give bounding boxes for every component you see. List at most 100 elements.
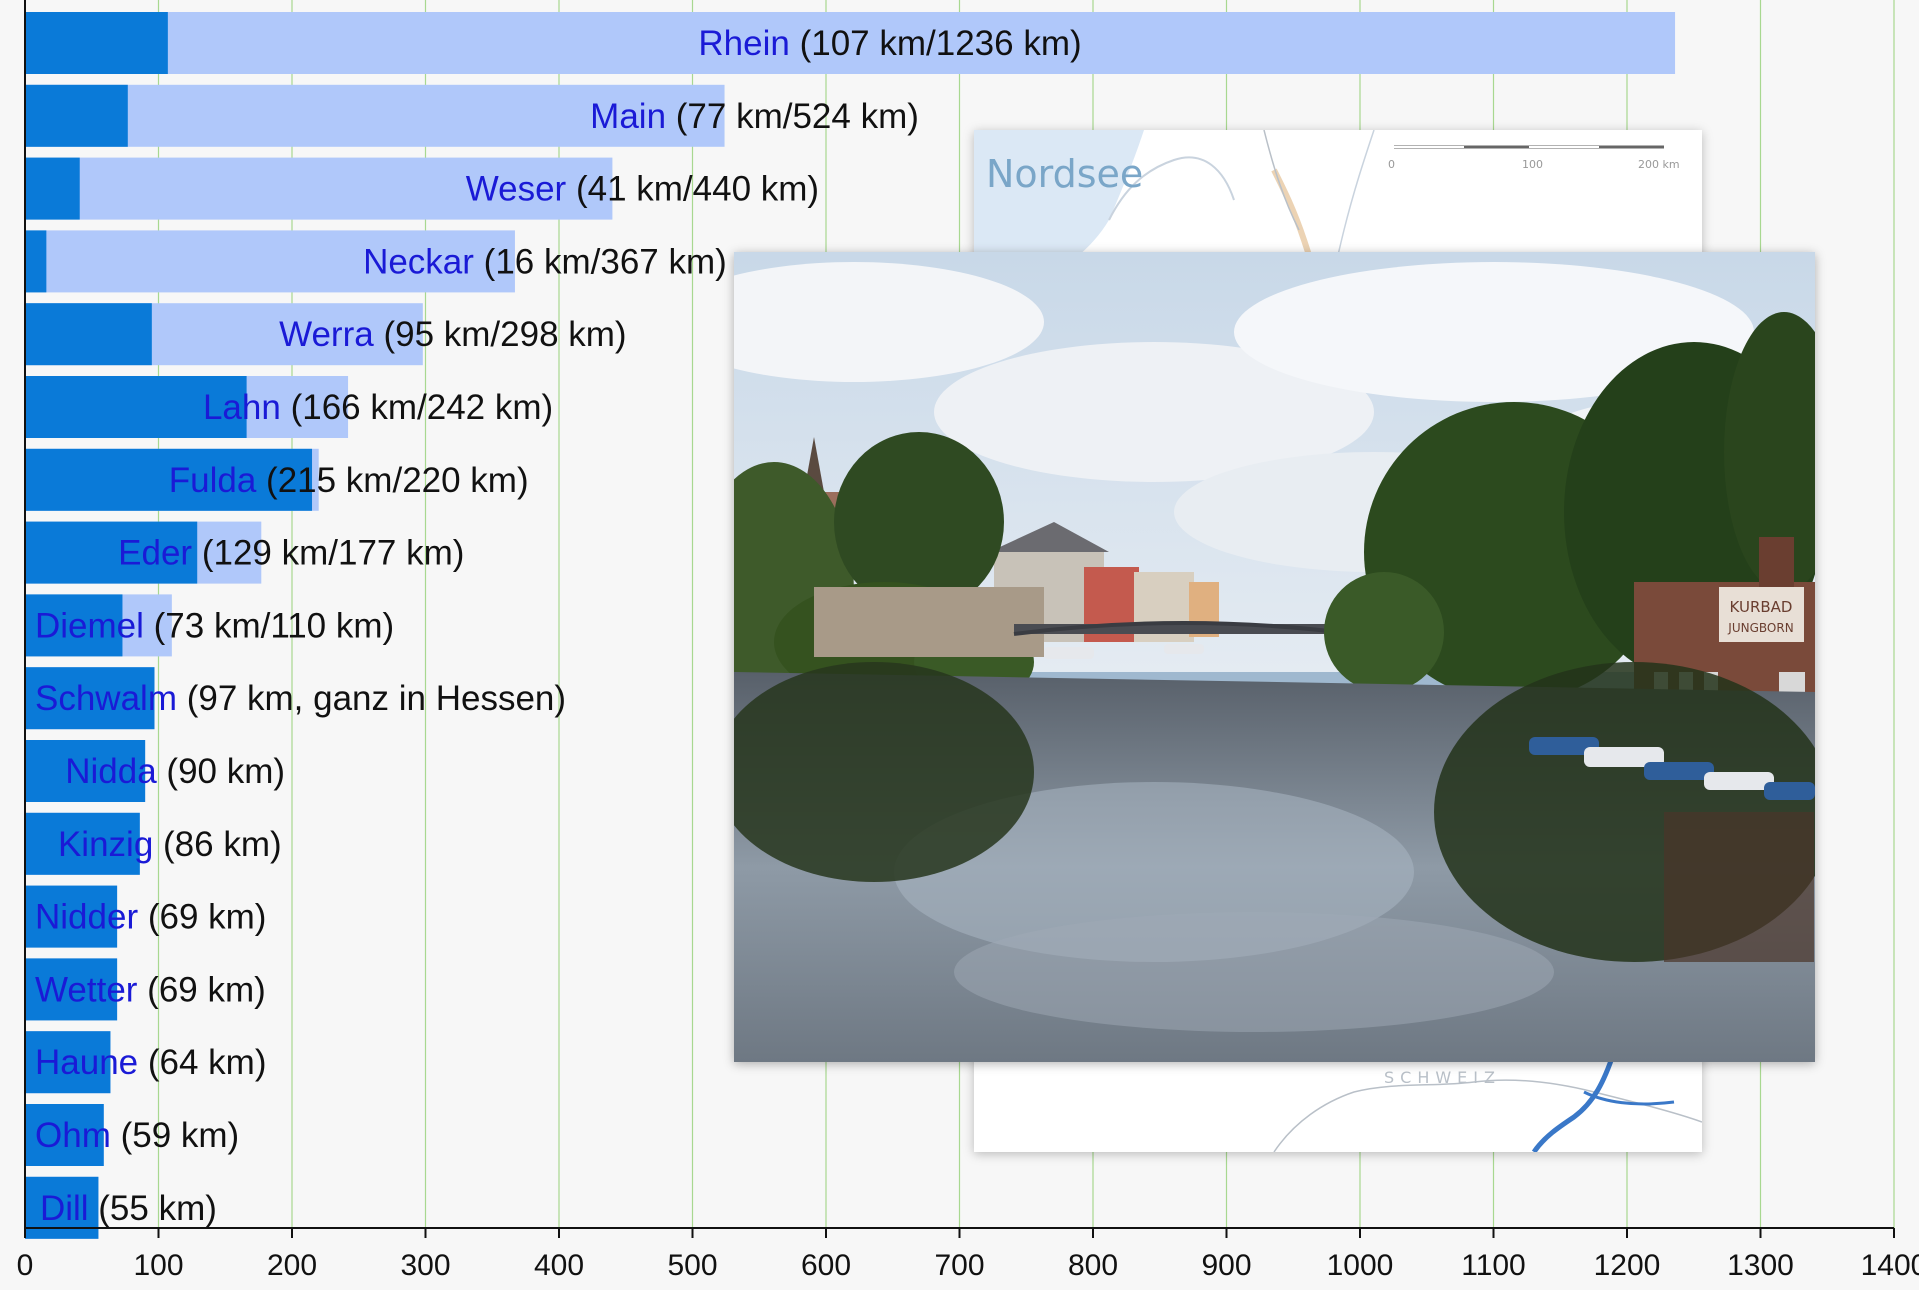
- x-tick-label-600: 600: [801, 1249, 851, 1282]
- bar-label-lahn: Lahn (166 km/242 km): [203, 388, 553, 427]
- x-axis: 0 100 200 300 400 500 600 700 800 900 1000 1100 1200…: [17, 0, 1919, 1282]
- bar-label-kinzig: Kinzig (86 km): [58, 825, 282, 864]
- bar-label-info-diemel: (73 km/110 km): [144, 606, 394, 645]
- map-sea-label: Nordsee: [986, 152, 1144, 196]
- sign-jungborn: JUNGBORN: [1727, 621, 1793, 635]
- bar-hessen-schwalm: [25, 667, 155, 730]
- map-top-shapes: 0 100 200 km: [974, 130, 1702, 270]
- bar-label-name-main: Main: [590, 97, 666, 136]
- bar-label-name-kinzig: Kinzig: [58, 825, 153, 864]
- x-tick-label-1200: 1200: [1594, 1249, 1661, 1282]
- bar-hessen-nidda: [25, 740, 146, 802]
- scale-tick-0: 0: [1388, 158, 1395, 171]
- bar-labels: Rhein (107 km/1236 km) Main (77 km/524 km…: [35, 24, 1082, 1228]
- x-tick-label-300: 300: [400, 1249, 450, 1282]
- bar-label-name-haune: Haune: [35, 1043, 138, 1082]
- x-tick-label-200: 200: [267, 1249, 317, 1282]
- bars: [25, 12, 1676, 1239]
- sign-kurbad: KURBAD: [1730, 598, 1793, 616]
- bar-label-dill: Dill (55 km): [40, 1189, 217, 1228]
- bar-label-name-nidder: Nidder: [35, 898, 138, 937]
- x-tick-label-400: 400: [534, 1249, 584, 1282]
- map-region-label: SCHWEIZ: [1384, 1068, 1501, 1087]
- x-tick-label-1100: 1100: [1461, 1249, 1526, 1282]
- bar-label-name-eder: Eder: [118, 534, 192, 573]
- bar-label-info-neckar: (16 km/367 km): [474, 242, 727, 281]
- bar-label-eder: Eder (129 km/177 km): [118, 534, 464, 573]
- bar-label-info-lahn: (166 km/242 km): [281, 388, 553, 427]
- x-tick-label-900: 900: [1201, 1249, 1251, 1282]
- bar-label-name-ohm: Ohm: [35, 1116, 111, 1155]
- bar-total-weser: [25, 157, 613, 220]
- x-tick-label-700: 700: [934, 1249, 984, 1282]
- bar-label-nidda: Nidda (90 km): [65, 752, 285, 791]
- bar-hessen-werra: [25, 303, 152, 366]
- bar-label-name-wetter: Wetter: [35, 970, 138, 1009]
- bar-label-info-schwalm: (97 km, ganz in Hessen): [177, 679, 566, 718]
- bar-label-info-ohm: (59 km): [111, 1116, 239, 1155]
- bar-label-name-lahn: Lahn: [203, 388, 281, 427]
- scale-tick-100: 100: [1522, 158, 1543, 171]
- bar-label-info-kinzig: (86 km): [153, 825, 281, 864]
- bar-hessen-lahn: [25, 376, 247, 438]
- bar-hessen-nidder: [25, 885, 118, 948]
- bar-label-name-dill: Dill: [40, 1189, 89, 1228]
- bar-label-weser: Weser (41 km/440 km): [466, 170, 819, 209]
- bar-label-name-fulda: Fulda: [169, 461, 257, 500]
- bar-label-info-werra: (95 km/298 km): [374, 315, 627, 354]
- bar-hessen-fulda: [25, 448, 313, 511]
- bar-label-info-weser: (41 km/440 km): [566, 170, 819, 209]
- bar-hessen-eder: [25, 521, 198, 584]
- bar-label-info-nidder: (69 km): [138, 898, 266, 937]
- bar-label-haune: Haune (64 km): [35, 1043, 267, 1082]
- bar-label-fulda: Fulda (215 km/220 km): [169, 461, 529, 500]
- bar-label-name-diemel: Diemel: [35, 606, 144, 645]
- bar-hessen-haune: [25, 1031, 111, 1094]
- bar-label-info-haune: (64 km): [138, 1043, 266, 1082]
- bar-total-main: [25, 84, 725, 147]
- bar-label-schwalm: Schwalm (97 km, ganz in Hessen): [35, 679, 566, 718]
- x-tick-label-800: 800: [1068, 1249, 1118, 1282]
- bar-label-name-schwalm: Schwalm: [35, 679, 177, 718]
- scale-tick-200: 200 km: [1638, 158, 1680, 171]
- bar-hessen-neckar: [25, 230, 47, 293]
- bar-label-info-nidda: (90 km): [157, 752, 285, 791]
- bar-hessen-ohm: [25, 1104, 104, 1166]
- bar-label-rhein: Rhein (107 km/1236 km): [698, 24, 1081, 63]
- bar-label-info-fulda: (215 km/220 km): [256, 461, 528, 500]
- bar-label-info-eder: (129 km/177 km): [192, 534, 464, 573]
- bar-total-rhein: [25, 12, 1676, 74]
- bar-label-werra: Werra (95 km/298 km): [279, 315, 627, 354]
- bar-hessen-weser: [25, 157, 80, 220]
- bar-label-name-werra: Werra: [279, 315, 374, 354]
- bar-total-neckar: [25, 230, 515, 293]
- bar-label-main: Main (77 km/524 km): [590, 97, 919, 136]
- bar-hessen-diemel: [25, 594, 123, 657]
- bar-label-info-rhein: (107 km/1236 km): [790, 24, 1082, 63]
- bar-label-name-nidda: Nidda: [65, 752, 157, 791]
- bar-hessen-main: [25, 84, 128, 147]
- bar-hessen-rhein: [25, 12, 168, 74]
- x-tick-label-100: 100: [133, 1249, 183, 1282]
- bar-hessen-wetter: [25, 958, 118, 1021]
- bar-label-info-dill: (55 km): [89, 1189, 217, 1228]
- bar-label-name-neckar: Neckar: [363, 242, 474, 281]
- x-tick-label-1300: 1300: [1727, 1249, 1794, 1282]
- bar-label-info-main: (77 km/524 km): [666, 97, 919, 136]
- bar-label-diemel: Diemel (73 km/110 km): [35, 606, 394, 645]
- bar-label-name-rhein: Rhein: [698, 24, 789, 63]
- x-tick-label-1000: 1000: [1327, 1249, 1394, 1282]
- bar-label-wetter: Wetter (69 km): [35, 970, 266, 1009]
- bar-label-nidder: Nidder (69 km): [35, 898, 266, 937]
- x-tick-label-500: 500: [667, 1249, 717, 1282]
- bar-label-neckar: Neckar (16 km/367 km): [363, 242, 727, 281]
- map-bottom-shapes: [1273, 1052, 1702, 1152]
- river-photo: KURBAD JUNGBORN: [734, 252, 1815, 1062]
- bar-label-info-wetter: (69 km): [137, 970, 265, 1009]
- bar-hessen-kinzig: [25, 812, 140, 875]
- bar-label-name-weser: Weser: [466, 170, 567, 209]
- x-tick-label-0: 0: [17, 1249, 34, 1282]
- bar-label-ohm: Ohm (59 km): [35, 1116, 239, 1155]
